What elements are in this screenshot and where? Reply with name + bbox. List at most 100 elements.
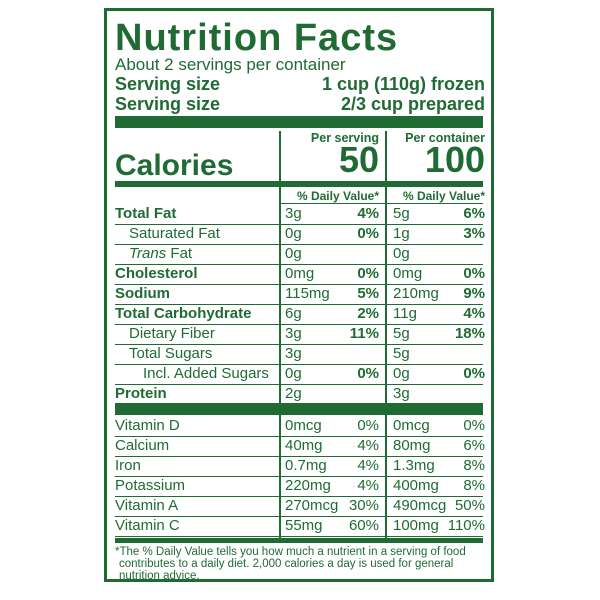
nutrient-label: Vitamin A	[115, 496, 178, 516]
nutrient-label: Sodium	[115, 284, 170, 304]
amount: 80mg	[393, 437, 431, 454]
amount: 3g	[285, 325, 302, 342]
label-text: Fat	[166, 245, 193, 262]
serving-label: Serving size	[115, 74, 221, 94]
nutrition-label: Nutrition Facts About 2 servings per con…	[104, 8, 494, 582]
amount: 0g	[393, 245, 410, 262]
serving-label: Serving size	[115, 94, 221, 114]
label-text: Calcium	[115, 437, 170, 454]
amount: 0mg	[393, 265, 423, 282]
daily-value: 11%	[349, 325, 379, 342]
daily-value: 18%	[454, 325, 485, 342]
daily-value: 6%	[463, 437, 485, 454]
amount: 0mcg	[393, 417, 430, 434]
label-text: Total Sugars	[129, 345, 213, 362]
label-italic: Trans	[129, 245, 167, 262]
amount: 0g	[285, 365, 302, 382]
daily-value: 0%	[463, 265, 485, 282]
amount: 490mcg	[393, 497, 447, 514]
nutrient-label: Protein	[115, 384, 167, 404]
daily-value: 0%	[357, 365, 379, 382]
label-text: Protein	[115, 385, 167, 402]
amount: 0mcg	[285, 417, 322, 434]
serving-value: 1 cup (110g) frozen	[321, 74, 485, 94]
title: Nutrition Facts	[115, 17, 399, 59]
label-text: Vitamin D	[115, 417, 180, 434]
nutrient-label: Saturated Fat	[129, 224, 220, 244]
daily-value: 8%	[463, 477, 485, 494]
amount: 0g	[393, 365, 410, 382]
label-text: Saturated Fat	[129, 225, 220, 242]
amount: 220mg	[285, 477, 331, 494]
nutrient-label: Cholesterol	[115, 264, 198, 284]
nutrient-label: Calcium	[115, 436, 169, 456]
row-rule	[115, 264, 483, 265]
servings: About 2 servings per container	[115, 55, 346, 74]
amount: 3g	[393, 385, 410, 402]
daily-value: 30%	[348, 497, 379, 514]
daily-value: 60%	[348, 517, 379, 534]
nutrient-label: Incl. Added Sugars	[143, 364, 269, 384]
row-rule	[115, 244, 483, 245]
calories-value: 50	[338, 139, 379, 180]
daily-value: 4%	[463, 305, 485, 322]
daily-value: 5%	[357, 285, 379, 302]
column-header: Per serving	[310, 131, 379, 145]
daily-value: 0%	[357, 225, 379, 242]
nutrient-label: Vitamin C	[115, 516, 180, 536]
amount: 5g	[393, 325, 410, 342]
row-rule	[115, 224, 483, 225]
row-rule	[115, 344, 483, 345]
daily-value: 4%	[357, 477, 379, 494]
amount: 6g	[285, 305, 302, 322]
label-text: Sodium	[115, 285, 170, 302]
column-header: Per container	[405, 131, 485, 145]
amount: 40mg	[285, 437, 323, 454]
amount: 5g	[393, 205, 410, 222]
label-text: Incl. Added Sugars	[143, 365, 269, 382]
dv-header: % Daily Value*	[402, 189, 485, 203]
label-text: Dietary Fiber	[129, 325, 215, 342]
daily-value: 4%	[357, 205, 379, 222]
amount: 1g	[393, 225, 410, 242]
calories-value: 100	[424, 139, 485, 180]
nutrient-label: Total Carbohydrate	[115, 304, 251, 324]
daily-value: 0%	[463, 417, 485, 434]
thin-rule	[279, 203, 483, 204]
daily-value: 0%	[357, 417, 379, 434]
daily-value: 0%	[357, 265, 379, 282]
medium-rule	[115, 538, 483, 543]
amount: 270mcg	[285, 497, 339, 514]
amount: 0g	[285, 225, 302, 242]
row-rule	[115, 384, 483, 385]
amount: 3g	[285, 345, 302, 362]
amount: 5g	[393, 345, 410, 362]
daily-value: 3%	[463, 225, 485, 242]
label-text: Vitamin C	[115, 517, 180, 534]
nutrient-label: Potassium	[115, 476, 185, 496]
amount: 11g	[393, 305, 417, 322]
daily-value: 6%	[463, 205, 485, 222]
calories-label: Calories	[115, 149, 234, 182]
row-rule	[115, 536, 483, 537]
daily-value: 4%	[357, 437, 379, 454]
amount: 1.3mg	[393, 457, 435, 474]
thick-rule	[115, 116, 483, 128]
label-text: Total Carbohydrate	[115, 305, 252, 322]
footnote: *The % Daily Value tells you how much a …	[115, 546, 466, 582]
amount: 2g	[285, 385, 302, 402]
daily-value: 4%	[357, 457, 379, 474]
amount: 55mg	[285, 517, 323, 534]
nutrient-label: Trans Fat	[129, 244, 192, 264]
nutrient-label: Iron	[115, 456, 141, 476]
daily-value: 8%	[463, 457, 485, 474]
nutrient-label: Vitamin D	[115, 416, 180, 436]
amount: 400mg	[393, 477, 439, 494]
row-rule	[115, 304, 483, 305]
serving-value: 2/3 cup prepared	[340, 94, 485, 114]
row-rule	[115, 364, 483, 365]
label-text: Potassium	[115, 477, 186, 494]
nutrient-label: Total Sugars	[129, 344, 212, 364]
daily-value: 0%	[463, 365, 485, 382]
row-rule	[115, 404, 483, 405]
